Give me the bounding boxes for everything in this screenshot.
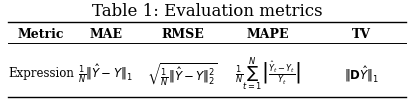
Text: Table 1: Evaluation metrics: Table 1: Evaluation metrics <box>92 3 322 20</box>
Text: MAE: MAE <box>89 28 122 40</box>
Text: Metric: Metric <box>18 28 64 40</box>
Text: MAPE: MAPE <box>246 28 289 40</box>
Text: $\frac{1}{N}\|\hat{Y}-Y\|_1$: $\frac{1}{N}\|\hat{Y}-Y\|_1$ <box>78 63 133 85</box>
Text: TV: TV <box>351 28 370 40</box>
Text: RMSE: RMSE <box>161 28 204 40</box>
Text: Expression: Expression <box>8 68 74 80</box>
Text: $\|\mathbf{D}\hat{Y}\|_1$: $\|\mathbf{D}\hat{Y}\|_1$ <box>343 64 378 84</box>
Text: $\sqrt{\frac{1}{N}\|\hat{Y}-Y\|_2^2}$: $\sqrt{\frac{1}{N}\|\hat{Y}-Y\|_2^2}$ <box>147 61 218 87</box>
Text: $\frac{1}{N}\sum_{t=1}^{N}\left|\frac{\hat{Y}_t - Y_t}{Y_t}\right|$: $\frac{1}{N}\sum_{t=1}^{N}\left|\frac{\h… <box>234 55 300 93</box>
